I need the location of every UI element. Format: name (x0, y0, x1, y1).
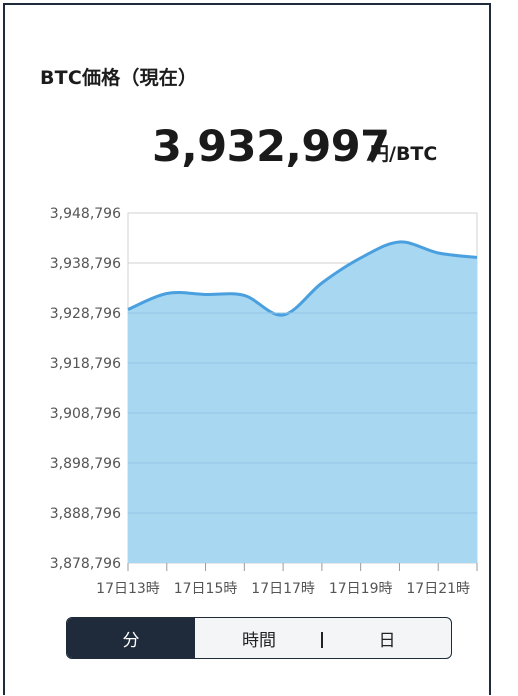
price-line (127, 240, 478, 317)
tab-hour[interactable]: 時間 (242, 630, 276, 651)
y-tick-label: 3,928,796 (50, 306, 121, 322)
y-tick-label: 3,898,796 (50, 456, 121, 472)
price-area-fill (128, 241, 477, 563)
x-tick-label: 17日15時 (174, 581, 238, 597)
x-axis: 17日13時 17日15時 17日17時 17日19時 17日21時 (96, 563, 478, 597)
x-tick-label: 17日19時 (329, 581, 393, 597)
chart-area-layer (127, 240, 478, 563)
price-display: 3,932,997 円/BTC (0, 122, 518, 178)
tab-minute[interactable]: 分 (67, 618, 195, 658)
y-tick-label: 3,938,796 (50, 256, 121, 272)
x-tick-label: 17日17時 (251, 581, 315, 597)
y-tick-label: 3,918,796 (50, 356, 121, 372)
y-tick-label: 3,908,796 (50, 406, 121, 422)
y-tick-label: 3,878,796 (50, 556, 121, 572)
current-price: 3,932,997 (152, 122, 390, 172)
x-tick-label: 17日21時 (406, 581, 470, 597)
y-tick-label: 3,948,796 (50, 206, 121, 222)
y-tick-label: 3,888,796 (50, 506, 121, 522)
tab-day[interactable]: 日 (378, 630, 396, 651)
y-axis: 3,948,796 3,938,796 3,928,796 3,918,796 3,90… (50, 206, 121, 572)
page-title: BTC価格（現在） (40, 67, 198, 89)
tab-divider (321, 632, 323, 648)
price-unit: 円/BTC (370, 143, 438, 165)
timeframe-selector: 分 時間 日 (66, 617, 452, 659)
x-tick-label: 17日13時 (96, 581, 160, 597)
